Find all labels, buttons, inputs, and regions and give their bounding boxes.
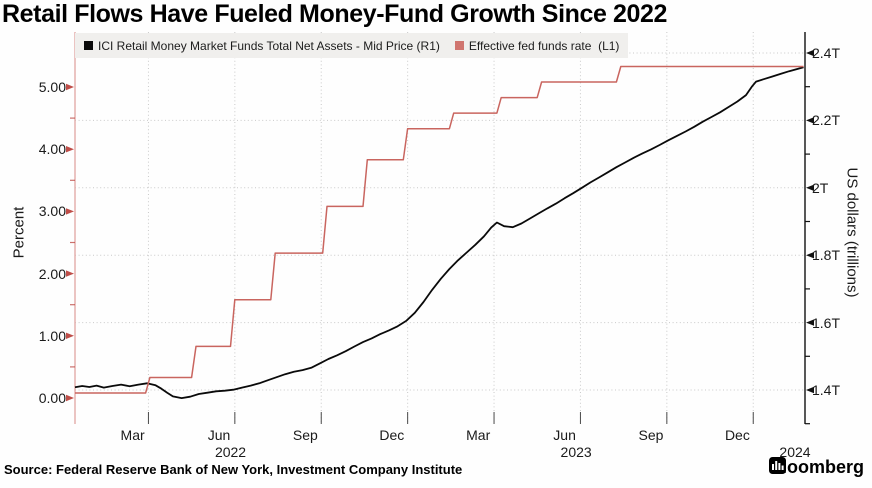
- legend-swatch-red: [454, 41, 464, 50]
- legend-item-fed-funds-rate: Effective fed funds rate (L1): [454, 38, 620, 53]
- left-axis-tick-label: 3.00: [38, 203, 66, 220]
- right-axis-tick: [806, 49, 814, 57]
- bloomberg-wordmark: Bloomberg: [768, 457, 864, 477]
- left-axis-tick: [66, 394, 74, 402]
- left-axis-tick: [66, 146, 74, 153]
- right-axis-tick: [806, 386, 814, 394]
- x-axis-month-label: Jun: [553, 427, 576, 443]
- left-axis-tick: [66, 83, 74, 91]
- x-axis-month-label: Jun: [207, 427, 231, 443]
- x-axis-month-label: Dec: [724, 427, 750, 443]
- source-line: Source: Federal Reserve Bank of New York…: [4, 462, 463, 477]
- chart-title: Retail Flows Have Fueled Money-Fund Grow…: [2, 0, 668, 28]
- left-axis-tick-label: 4.00: [38, 141, 66, 158]
- series-retail-mmf-assets: [74, 66, 804, 399]
- right-axis-tick-label: 1.8T: [812, 247, 841, 264]
- legend-label: Effective fed funds rate (L1): [468, 38, 620, 53]
- x-axis-year-label: 2022: [214, 444, 247, 460]
- right-axis-tick-label: 2.4T: [812, 45, 841, 61]
- right-axis-tick-label: 1.6T: [812, 314, 841, 331]
- left-axis-tick: [66, 332, 74, 339]
- left-axis-tick-label: 0.00: [38, 390, 66, 406]
- legend-label: ICI Retail Money Market Funds Total Net …: [98, 38, 440, 53]
- x-axis-year-label: 2023: [560, 444, 592, 460]
- x-axis-month-label: Sep: [638, 427, 664, 443]
- left-axis-tick-label: 2.00: [38, 265, 66, 282]
- right-axis-tick-label: 1.4T: [812, 382, 841, 398]
- x-axis-month-label: Mar: [120, 427, 145, 443]
- left-axis-tick: [66, 208, 74, 215]
- right-axis-tick-label: 2.2T: [812, 112, 841, 129]
- left-axis-tick-label: 1.00: [38, 327, 66, 344]
- right-axis-tick: [806, 117, 814, 124]
- chart-legend: ICI Retail Money Market Funds Total Net …: [75, 33, 629, 58]
- right-axis-title: US dollars (trillions): [843, 167, 861, 298]
- right-axis-tick: [806, 252, 814, 259]
- right-axis-tick-label: 2T: [812, 179, 829, 196]
- x-axis-month-label: Dec: [379, 427, 405, 443]
- legend-item-retail-mmf-assets: ICI Retail Money Market Funds Total Net …: [84, 39, 440, 53]
- bloomberg-logo-icon: [768, 457, 786, 474]
- bloomberg-brand: Bloomberg: [768, 457, 864, 478]
- series-fed-funds-rate: [75, 65, 804, 394]
- left-axis-tick-label: 5.00: [38, 79, 66, 95]
- x-axis-year-label: 2024: [779, 444, 811, 460]
- legend-swatch-black: [84, 41, 93, 50]
- left-axis-title: Percent: [10, 206, 28, 259]
- x-axis-month-label: Mar: [466, 427, 491, 443]
- left-axis-tick: [66, 270, 74, 277]
- right-axis-tick: [806, 184, 814, 191]
- x-axis-month-label: Sep: [292, 427, 318, 443]
- right-axis-tick: [806, 319, 814, 326]
